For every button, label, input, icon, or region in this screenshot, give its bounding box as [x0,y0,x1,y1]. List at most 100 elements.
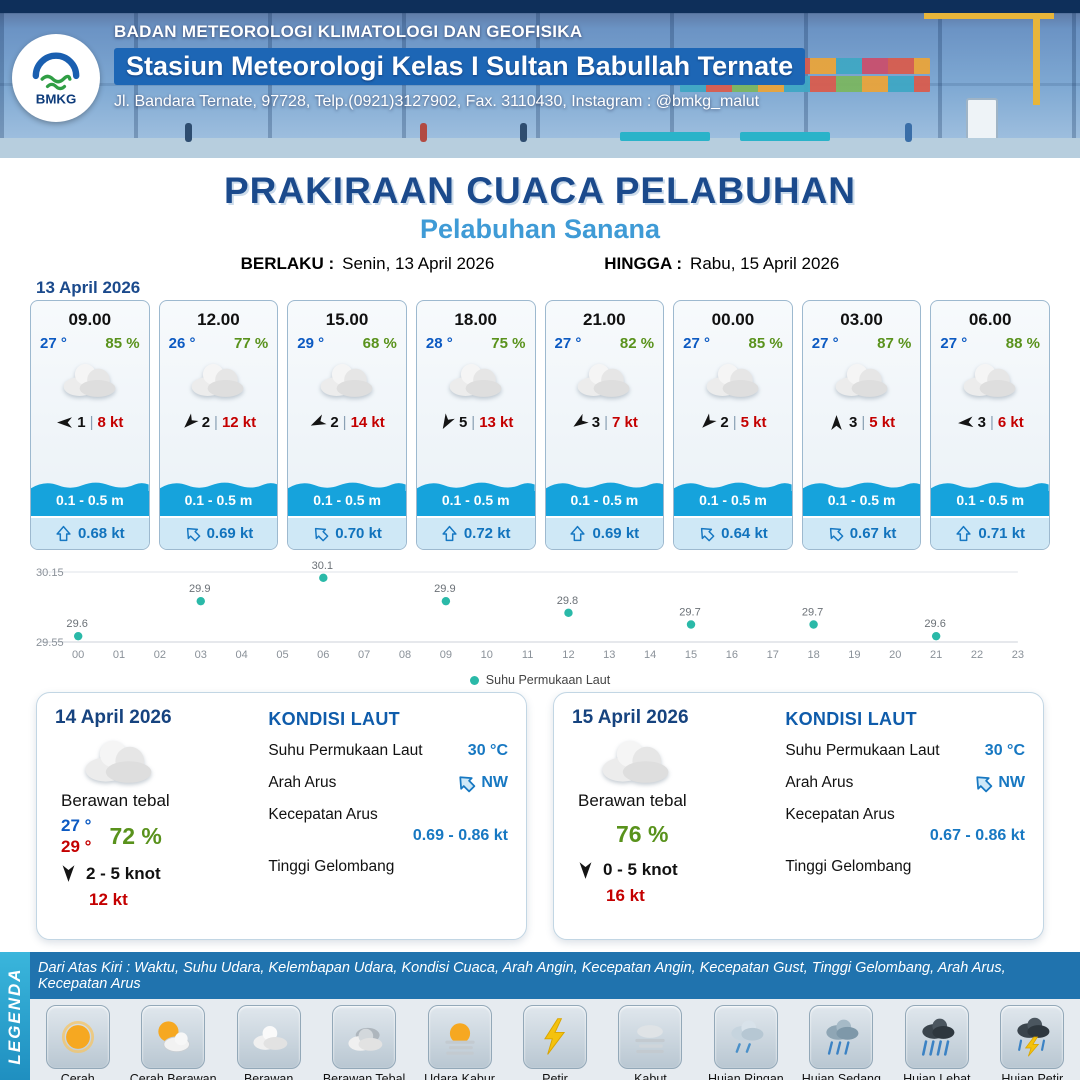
svg-text:18: 18 [807,649,819,661]
sst-value: 30 °C [467,742,508,759]
humidity: 87 % [877,335,912,352]
wind-beaufort: 2 [201,414,211,431]
chart-legend: Suhu Permukaan Laut [0,673,1080,687]
svg-text:03: 03 [195,649,207,661]
light-rain-icon [713,1005,778,1069]
separator: | [604,414,608,431]
air-temp: 27 ° [554,335,582,352]
current-row: 0.64 kt [674,516,792,549]
forecast-card: 21.00 27 ° 82 % 3 | 7 kt 0.1 - 0.5 m 0.69 k… [544,300,665,550]
current-speed-label: Kecepatan Arus [785,806,895,823]
wind-row: 3 | 6 kt [931,414,1049,431]
svg-text:12: 12 [562,649,574,661]
wind-direction-icon [831,415,842,430]
wind-speed: 12 kt [221,414,257,431]
separator: | [732,414,737,431]
svg-text:29.55: 29.55 [36,637,64,649]
wave-height: 0.1 - 0.5 m [931,491,1049,516]
sst-chart: 30.15 29.55 00 01 02 03 04 05 06 07 08 09 10 11 12 13 14… [28,556,1052,668]
svg-text:23: 23 [1012,649,1024,661]
valid-until: HINGGA : Rabu, 15 April 2026 [604,254,839,274]
legend-dot-icon [469,675,479,685]
forecast-card: 00.00 27 ° 85 % 2 | 5 kt 0.1 - 0.5 m 0.64 k… [673,300,793,550]
legend-label: Hujan Petir [1001,1072,1064,1080]
wind-direction-icon [442,413,455,429]
bmkg-logo-icon: BMKG [32,52,80,107]
forecast-time: 06.00 [968,310,1012,329]
bmkg-logo: BMKG [12,34,100,122]
forecast-time: 21.00 [583,310,626,329]
separator: | [89,414,94,431]
valid-from-value: Senin, 13 April 2026 [342,254,495,273]
svg-text:29.6: 29.6 [66,618,87,630]
day-condition: Berawan tebal [578,791,687,810]
wave-height-label: Tinggi Gelombang [785,858,912,875]
current-row: 0.72 kt [416,516,535,549]
current-speed: 0.64 kt [721,525,768,542]
wind-speed: 7 kt [612,414,638,431]
current-speed: 0.72 kt [463,525,511,542]
current-direction-icon [829,527,844,542]
svg-text:22: 22 [971,649,983,661]
svg-text:06: 06 [317,649,329,661]
forecast-time: 03.00 [840,310,883,329]
svg-text:05: 05 [276,649,288,661]
valid-until-value: Rabu, 15 April 2026 [690,254,840,273]
day-wind-direction-icon [579,861,592,879]
wind-direction-icon [311,414,327,426]
wind-row: 3 | 7 kt [546,413,664,431]
station-name: Stasiun Meteorologi Kelas I Sultan Babul… [114,48,806,85]
current-speed: 0.67 kt [849,525,897,542]
humidity: 82 % [619,335,655,352]
forecast-card: 03.00 27 ° 87 % 3 | 5 kt 0.1 - 0.5 m 0.67 k… [801,300,922,550]
day-temp-min: 27 ° [61,816,92,835]
day-wind-direction-icon [62,865,75,882]
current-direction-icon [442,525,457,542]
wind-beaufort: 3 [849,414,858,431]
humidity: 77 % [234,335,269,352]
wind-row: 2 | 14 kt [288,414,406,431]
wave-height: 0.1 - 0.5 m [31,491,149,516]
separator: | [989,414,994,431]
separator: | [214,414,218,431]
wind-row: 1 | 8 kt [31,414,149,431]
current-speed: 0.70 kt [335,525,382,542]
legend-label: Berawan [243,1072,294,1080]
air-temp: 29 ° [297,335,325,352]
thunderstorm-icon [1000,1005,1065,1069]
wave-band: 0.1 - 0.5 m [674,478,792,516]
separator: | [342,414,347,431]
legend-label: Kabut [634,1072,667,1080]
air-temp: 27 ° [40,335,67,352]
wave-height: 0.1 - 0.5 m [802,491,921,516]
humidity: 85 % [748,335,783,352]
wind-direction-icon [57,417,73,428]
wave-height-label: Tinggi Gelombang [268,858,395,875]
svg-text:02: 02 [154,649,166,661]
current-speed-value: 0.69 - 0.86 kt [412,827,508,844]
valid-from-label: BERLAKU : [240,254,335,273]
sst-label: Suhu Permukaan Laut [268,742,423,759]
current-direction-icon [56,525,71,542]
wind-direction-icon [183,413,199,428]
header: BMKG BADAN METEOROLOGI KLIMATOLOGI DAN G… [0,0,1080,158]
forecast-card: 12.00 26 ° 77 % 2 | 12 kt 0.1 - 0.5 m 0.69 … [158,300,279,550]
air-temp: 27 ° [811,335,839,352]
forecast-time: 09.00 [68,310,112,329]
svg-text:14: 14 [644,649,656,661]
svg-text:00: 00 [72,649,84,661]
current-direction-icon [976,776,993,793]
svg-text:19: 19 [848,649,860,661]
wind-row: 2 | 5 kt [674,413,792,431]
day-date: 15 April 2026 [572,707,689,728]
current-row: 0.71 kt [931,516,1049,549]
wind-speed: 5 kt [740,414,767,431]
current-direction-icon [459,776,476,793]
day-card-15-april: 15 April 2026 Berawan tebal 76 % 0 - 5 k… [553,692,1044,940]
agency-name: BADAN METEOROLOGI KLIMATOLOGI DAN GEOFIS… [114,22,583,41]
overcast-icon [332,1005,397,1069]
humidity: 85 % [105,335,140,352]
sea-conditions-title: KONDISI LAUT [785,709,917,729]
svg-text:13: 13 [603,649,615,661]
wind-row: 2 | 12 kt [160,413,278,431]
